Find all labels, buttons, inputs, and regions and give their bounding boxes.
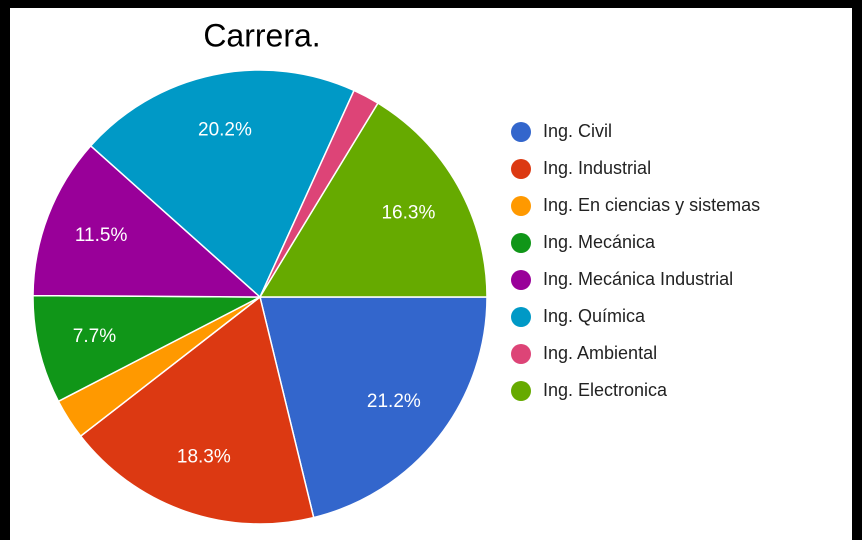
legend-marker — [511, 307, 531, 327]
legend-marker — [511, 159, 531, 179]
pie-slice — [259, 296, 488, 519]
pie-slice — [79, 295, 315, 525]
pie-slice — [32, 294, 261, 403]
pie-slice — [258, 102, 488, 298]
legend-label: Ing. Electronica — [543, 380, 668, 400]
slice-label: 18.3% — [177, 447, 231, 468]
slice-label: 7.7% — [73, 326, 116, 347]
legend-label: Ing. En ciencias y sistemas — [543, 195, 760, 215]
legend-label: Ing. Industrial — [543, 158, 651, 178]
legend-marker — [511, 270, 531, 290]
legend-label: Ing. Química — [543, 306, 646, 326]
legend-label: Ing. Ambiental — [543, 343, 657, 363]
legend-label: Ing. Mecánica Industrial — [543, 269, 733, 289]
legend-marker — [511, 233, 531, 253]
slice-label: 20.2% — [198, 119, 252, 140]
legend-label: Ing. Civil — [543, 121, 612, 141]
legend-marker — [511, 122, 531, 142]
legend-marker — [511, 381, 531, 401]
pie-slice — [89, 69, 356, 299]
slice-label: 21.2% — [367, 391, 421, 412]
legend-marker — [511, 344, 531, 364]
slice-label: 11.5% — [75, 225, 128, 246]
pie-slice — [32, 144, 262, 298]
slice-label: 16.3% — [381, 203, 435, 224]
legend-marker — [511, 196, 531, 216]
chart-title: Carrera. — [203, 17, 320, 53]
legend-label: Ing. Mecánica — [543, 232, 656, 252]
